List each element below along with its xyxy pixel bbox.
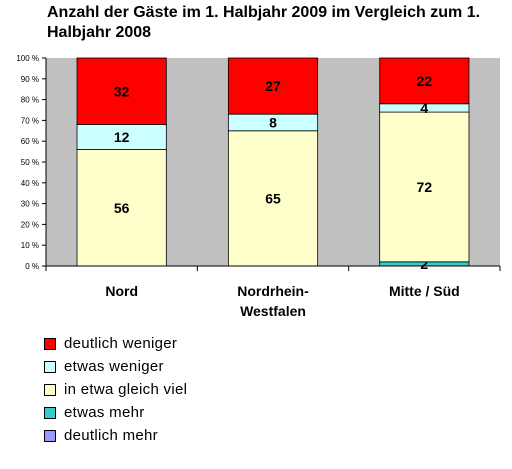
bar-segment bbox=[76, 57, 167, 125]
x-tick-label: Nordrhein- bbox=[237, 283, 309, 299]
bar-segment bbox=[76, 124, 167, 150]
data-label: 65 bbox=[265, 190, 281, 206]
y-tick-label: 50 % bbox=[21, 158, 39, 167]
legend-item-in-etwa-gleich-viel: in etwa gleich viel bbox=[44, 378, 187, 401]
data-label: 32 bbox=[114, 83, 130, 99]
y-tick-label: 60 % bbox=[21, 137, 39, 146]
chart-title: Anzahl der Gäste im 1. Halbjahr 2009 im … bbox=[47, 4, 481, 41]
data-label: 56 bbox=[114, 200, 130, 216]
legend-swatch bbox=[44, 406, 56, 419]
y-tick-label: 80 % bbox=[21, 96, 39, 105]
bar-segment bbox=[379, 57, 470, 105]
legend-swatch bbox=[44, 429, 56, 442]
x-tick-label: Mitte / Süd bbox=[389, 283, 460, 299]
x-tick-label: Westfalen bbox=[240, 303, 306, 319]
legend-item-etwas-weniger: etwas weniger bbox=[44, 355, 187, 378]
data-label: 27 bbox=[265, 78, 281, 94]
bar-segment bbox=[379, 111, 470, 263]
y-tick-label: 10 % bbox=[21, 241, 39, 250]
y-tick-label: 30 % bbox=[21, 200, 39, 209]
bar-segment bbox=[227, 130, 319, 267]
legend: deutlich weniger etwas weniger in etwa g… bbox=[44, 332, 187, 447]
data-label: 4 bbox=[420, 100, 428, 116]
data-label: 8 bbox=[269, 114, 277, 130]
legend-label: etwas weniger bbox=[64, 358, 164, 375]
y-tick-label: 90 % bbox=[21, 75, 39, 84]
legend-label: in etwa gleich viel bbox=[64, 381, 188, 398]
data-label: 2 bbox=[420, 256, 428, 272]
y-tick-label: 20 % bbox=[21, 220, 39, 229]
y-tick-label: 70 % bbox=[21, 116, 39, 125]
data-label: 72 bbox=[417, 179, 433, 195]
legend-swatch bbox=[44, 360, 56, 373]
legend-swatch bbox=[44, 383, 56, 396]
legend-item-deutlich-mehr: deutlich mehr bbox=[44, 424, 187, 447]
legend-label: deutlich mehr bbox=[64, 427, 158, 444]
stacked-bar-chart: 56 12 32 65 8 27 2 72 4 22 0 % 10 % 20 % 30 % 40 % 50 %… bbox=[16, 54, 501, 319]
y-tick-label: 100 % bbox=[16, 54, 39, 63]
x-tick-label: Nord bbox=[105, 283, 138, 299]
legend-item-etwas-mehr: etwas mehr bbox=[44, 401, 187, 424]
bar-segment bbox=[227, 57, 319, 115]
legend-item-deutlich-weniger: deutlich weniger bbox=[44, 332, 187, 355]
y-tick-label: 0 % bbox=[25, 262, 39, 271]
y-tick-label: 40 % bbox=[21, 179, 39, 188]
legend-label: etwas mehr bbox=[64, 404, 145, 421]
data-label: 12 bbox=[114, 129, 130, 145]
legend-label: deutlich weniger bbox=[64, 335, 178, 352]
data-label: 22 bbox=[417, 73, 433, 89]
legend-swatch bbox=[44, 337, 56, 350]
